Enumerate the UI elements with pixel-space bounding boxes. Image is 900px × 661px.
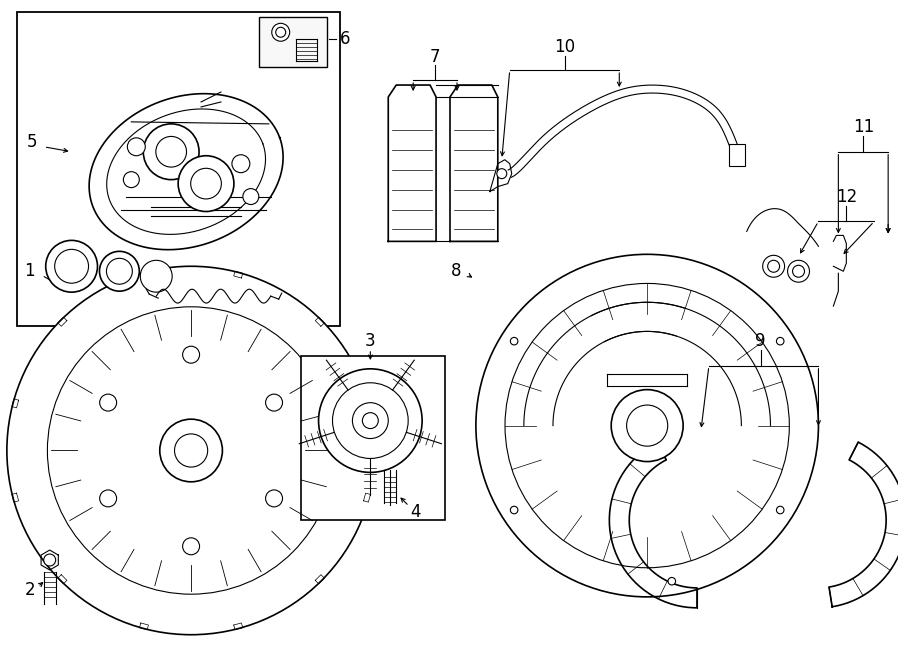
Circle shape: [106, 258, 132, 284]
Circle shape: [100, 490, 117, 507]
Bar: [301, 356, 445, 520]
Circle shape: [788, 260, 809, 282]
Circle shape: [668, 578, 676, 585]
Circle shape: [191, 169, 221, 199]
Circle shape: [100, 251, 140, 291]
Circle shape: [143, 124, 199, 180]
Circle shape: [768, 260, 779, 272]
Circle shape: [476, 254, 818, 597]
Circle shape: [183, 538, 200, 555]
Circle shape: [243, 188, 259, 204]
Circle shape: [777, 337, 784, 345]
Text: 11: 11: [852, 118, 874, 136]
Text: 5: 5: [26, 133, 37, 151]
Bar: [17, 13, 340, 326]
Circle shape: [128, 137, 145, 156]
Circle shape: [272, 23, 290, 41]
Circle shape: [353, 403, 388, 438]
Circle shape: [232, 155, 250, 173]
Text: 10: 10: [554, 38, 575, 56]
Circle shape: [497, 169, 507, 178]
Circle shape: [44, 554, 56, 566]
Circle shape: [319, 369, 422, 473]
Text: 6: 6: [340, 30, 351, 48]
Circle shape: [123, 172, 140, 188]
Text: 12: 12: [836, 188, 857, 206]
Circle shape: [777, 506, 784, 514]
Circle shape: [46, 241, 97, 292]
Circle shape: [793, 265, 805, 277]
Circle shape: [611, 389, 683, 461]
Circle shape: [363, 412, 378, 428]
Circle shape: [266, 490, 283, 507]
Circle shape: [332, 383, 409, 459]
Text: 9: 9: [755, 332, 766, 350]
Circle shape: [7, 266, 375, 635]
Circle shape: [140, 260, 172, 292]
Text: 3: 3: [365, 332, 375, 350]
Circle shape: [183, 346, 200, 363]
Circle shape: [762, 255, 785, 277]
Text: 2: 2: [24, 581, 35, 599]
Circle shape: [175, 434, 208, 467]
Circle shape: [505, 284, 789, 568]
Circle shape: [160, 419, 222, 482]
Circle shape: [266, 394, 283, 411]
Circle shape: [178, 156, 234, 212]
Circle shape: [156, 136, 186, 167]
Text: 7: 7: [430, 48, 440, 66]
Circle shape: [510, 506, 518, 514]
Text: 8: 8: [451, 262, 461, 280]
Circle shape: [48, 307, 335, 594]
Circle shape: [626, 405, 668, 446]
Circle shape: [275, 27, 285, 37]
Circle shape: [55, 249, 88, 283]
Circle shape: [100, 394, 117, 411]
Circle shape: [510, 337, 518, 345]
Bar: [259, 17, 327, 67]
Text: 4: 4: [410, 503, 420, 522]
Bar: [729, 144, 745, 166]
Text: 1: 1: [24, 262, 35, 280]
